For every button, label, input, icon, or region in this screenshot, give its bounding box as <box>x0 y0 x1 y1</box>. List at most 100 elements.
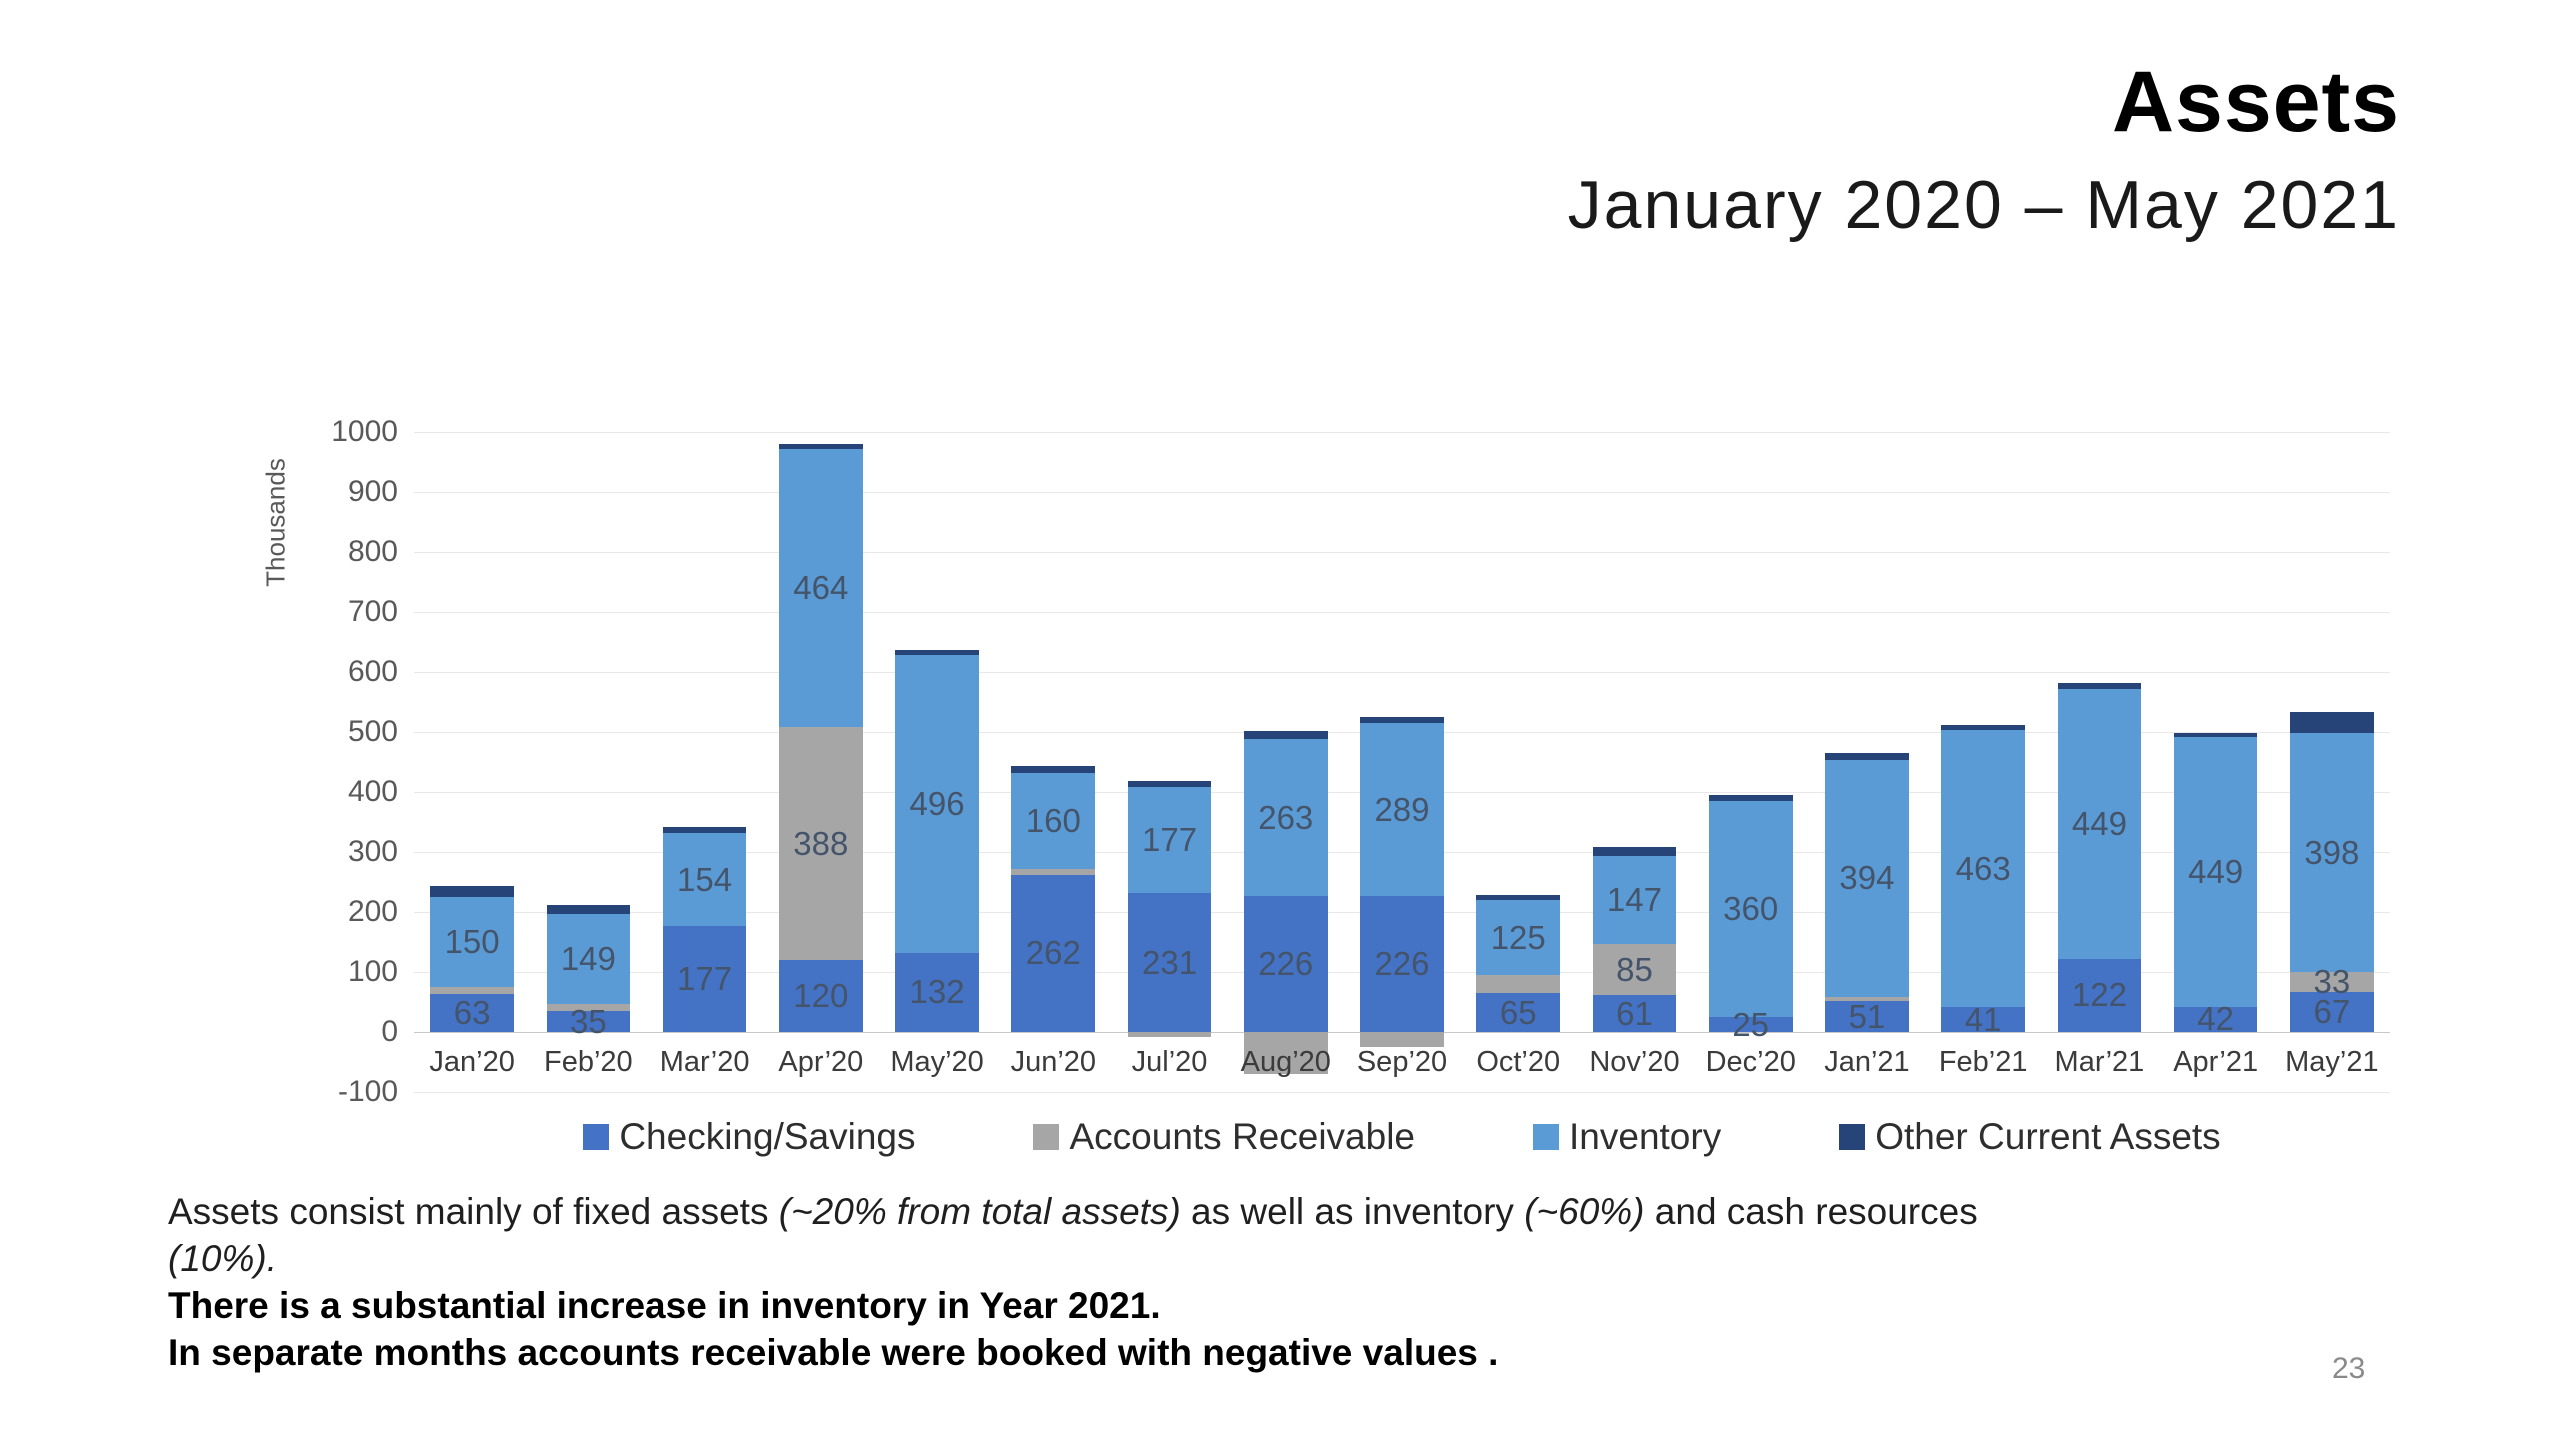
page-number: 23 <box>2332 1352 2366 1385</box>
bar-segment <box>2057 958 2142 1032</box>
x-axis-label: May’21 <box>2285 1046 2379 1078</box>
bar-segment <box>2173 1006 2258 1032</box>
bar-group: 61 85 147 Nov’20 <box>1576 432 1692 1092</box>
data-label: 63 <box>453 994 491 1032</box>
bar-group: 120 388 464 Apr’20 <box>763 432 879 1092</box>
bar-group: 42 449 Apr’21 <box>2158 432 2274 1092</box>
bar-segment <box>1243 731 1328 739</box>
data-label: 463 <box>1955 849 2011 887</box>
bar-segment <box>1941 729 2025 1008</box>
data-label: 226 <box>1374 945 1430 983</box>
x-axis-label: Dec’20 <box>1705 1046 1796 1078</box>
legend-item: Checking/Savings <box>583 1116 915 1158</box>
caption-text-run: and cash resources <box>1644 1191 1978 1232</box>
y-tick-label: 800 <box>347 535 398 568</box>
data-label: 125 <box>1490 918 1546 956</box>
bar-segment <box>1825 996 1909 1002</box>
bar-group: 231 177 Jul’20 <box>1111 432 1227 1092</box>
bar-segment <box>1011 772 1096 869</box>
y-tick-label: 400 <box>347 775 398 808</box>
bar-segment <box>2290 712 2374 734</box>
data-label: 449 <box>2188 853 2244 891</box>
gridline <box>414 612 2390 613</box>
plot-area: 63 150 Jan’20 35 149 Feb’20 177 154 Mar’20 120 388… <box>414 432 2390 1093</box>
bar-segment <box>1127 893 1212 1032</box>
bar-segment <box>1825 753 1909 761</box>
bar-segment <box>1360 723 1444 897</box>
x-axis-label: Jan’21 <box>1824 1046 1910 1078</box>
y-axis-title: Thousands <box>260 458 291 587</box>
bar-group: 35 149 Feb’20 <box>530 432 646 1092</box>
bar-segment <box>778 448 863 728</box>
bar-segment <box>778 960 863 1032</box>
data-label: 35 <box>569 1002 607 1040</box>
bar-group: 41 463 Feb’21 <box>1925 432 2041 1092</box>
chart-legend: Checking/Savings Accounts Receivable Inven… <box>414 1116 2390 1158</box>
bar-segment <box>1011 868 1096 875</box>
data-label: 226 <box>1258 945 1314 983</box>
x-axis-label: Feb’20 <box>544 1046 633 1078</box>
y-tick-label: -100 <box>337 1075 398 1108</box>
bar-segment <box>662 925 747 1032</box>
x-axis-label: May’20 <box>890 1046 984 1078</box>
legend-swatch-icon <box>583 1124 610 1150</box>
bar-segment <box>430 897 514 987</box>
x-axis-label: Nov’20 <box>1589 1046 1680 1078</box>
bar-segment <box>2057 689 2142 959</box>
caption-block: Assets consist mainly of fixed assets (~… <box>168 1188 2448 1376</box>
bar-segment <box>1476 900 1561 975</box>
bar-segment <box>546 905 631 915</box>
x-axis-label: Mar’21 <box>2054 1046 2145 1078</box>
bar-segment <box>1127 1032 1212 1037</box>
y-tick-label: 200 <box>347 895 398 928</box>
bar-segment <box>1127 787 1212 894</box>
bar-segment <box>1708 795 1793 801</box>
data-label: 154 <box>677 860 733 898</box>
data-label: 262 <box>1025 934 1081 972</box>
y-tick-label: 900 <box>347 475 398 508</box>
legend-label: Accounts Receivable <box>1069 1116 1416 1157</box>
page-title: Assets <box>2111 54 2400 150</box>
y-tick-label: 100 <box>347 955 398 988</box>
data-label: 394 <box>1839 859 1895 897</box>
bar-segment <box>1708 801 1793 1017</box>
data-label: 65 <box>1499 993 1537 1031</box>
data-label: 61 <box>1616 994 1653 1032</box>
bar-segment <box>2057 683 2142 690</box>
caption-line-2: (10%). <box>168 1238 277 1279</box>
bar-segment <box>1592 856 1677 945</box>
bar-group: 63 150 Jan’20 <box>414 432 530 1092</box>
caption-text-run: as well as inventory <box>1180 1191 1525 1232</box>
bar-segment <box>895 655 979 953</box>
x-axis-label: Jul’20 <box>1131 1046 1208 1078</box>
y-tick-label: 600 <box>347 655 398 688</box>
x-axis-label: Oct’20 <box>1476 1046 1561 1078</box>
bar-segment <box>1592 847 1677 857</box>
bar-group: 226 289 Sep’20 <box>1344 432 1460 1092</box>
data-label: 160 <box>1025 801 1081 839</box>
caption-italic-run: (~20% from total assets) <box>778 1191 1181 1232</box>
bar-segment <box>1243 738 1328 897</box>
legend-item: Accounts Receivable <box>1033 1116 1415 1158</box>
data-label: 147 <box>1606 881 1662 919</box>
bar-group: 177 154 Mar’20 <box>646 432 762 1092</box>
legend-swatch-icon <box>1033 1124 1060 1150</box>
bar-group: 51 394 Jan’21 <box>1809 432 1925 1092</box>
bar-segment <box>1011 765 1096 773</box>
x-axis-label: Apr’21 <box>2173 1046 2259 1078</box>
bar-segment <box>1243 896 1328 1032</box>
legend-swatch-icon <box>1533 1124 1560 1150</box>
bar-segment <box>1476 895 1561 900</box>
caption-line-3: There is a substantial increase in inven… <box>168 1285 1161 1326</box>
data-label: 289 <box>1374 790 1430 828</box>
bar-segment <box>546 1011 631 1032</box>
legend-item: Other Current Assets <box>1839 1116 2221 1158</box>
data-label: 360 <box>1723 890 1779 927</box>
legend-swatch-icon <box>1839 1124 1866 1150</box>
bar-segment <box>662 833 747 926</box>
data-label: 33 <box>2313 962 2351 1000</box>
data-label: 388 <box>793 824 849 862</box>
bar-segment <box>1127 781 1212 788</box>
bar-segment <box>1825 760 1909 997</box>
data-label: 85 <box>1616 950 1653 988</box>
